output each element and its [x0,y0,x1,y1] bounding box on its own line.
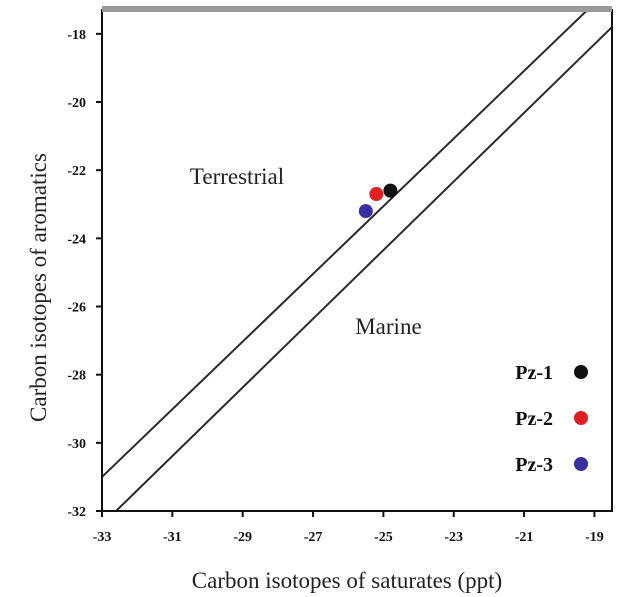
y-tick-label: -20 [67,96,86,111]
x-tick-label: -23 [444,530,463,545]
plot-top-border [102,6,612,12]
data-point-pz-3 [358,204,373,219]
y-tick-label: -32 [67,505,86,520]
region-label: Marine [355,314,421,339]
region-labels: Terrestrial Marine [190,164,422,339]
legend-marker [574,457,588,471]
y-axis-ticks: -18 -20 -22 -24 -26 -28 -30 -32 [67,28,102,520]
x-tick-label: -33 [93,530,112,545]
data-point-pz-1 [383,183,398,198]
plot-frame [101,9,613,512]
legend: Pz-1 Pz-2 Pz-3 [515,362,588,476]
y-axis-title: Carbon isotopes of aromatics [26,153,51,422]
x-tick-label: -19 [585,530,604,545]
y-tick-label: -28 [67,369,86,384]
y-tick-label: -30 [67,437,86,452]
data-points [358,183,398,219]
region-label: Terrestrial [190,164,284,189]
boundary-lines [101,9,613,512]
y-tick-label: -18 [67,28,86,43]
data-point-pz-2 [369,187,384,202]
x-tick-label: -29 [233,530,252,545]
legend-label: Pz-3 [515,454,553,476]
y-tick-label: -22 [67,164,86,179]
legend-label: Pz-2 [515,408,553,430]
x-axis-title: Carbon isotopes of saturates (ppt) [192,568,502,593]
x-tick-label: -25 [374,530,393,545]
x-tick-label: -21 [515,530,534,545]
legend-marker [574,411,588,425]
legend-label: Pz-1 [515,362,553,384]
y-tick-label: -26 [67,301,86,316]
x-axis-ticks: -33 -31 -29 -27 -25 -23 -21 -19 [93,511,604,545]
boundary-line [115,26,613,512]
y-tick-label: -24 [67,232,86,247]
boundary-line [101,9,589,478]
x-tick-label: -27 [304,530,323,545]
x-tick-label: -31 [163,530,182,545]
legend-marker [574,365,588,379]
